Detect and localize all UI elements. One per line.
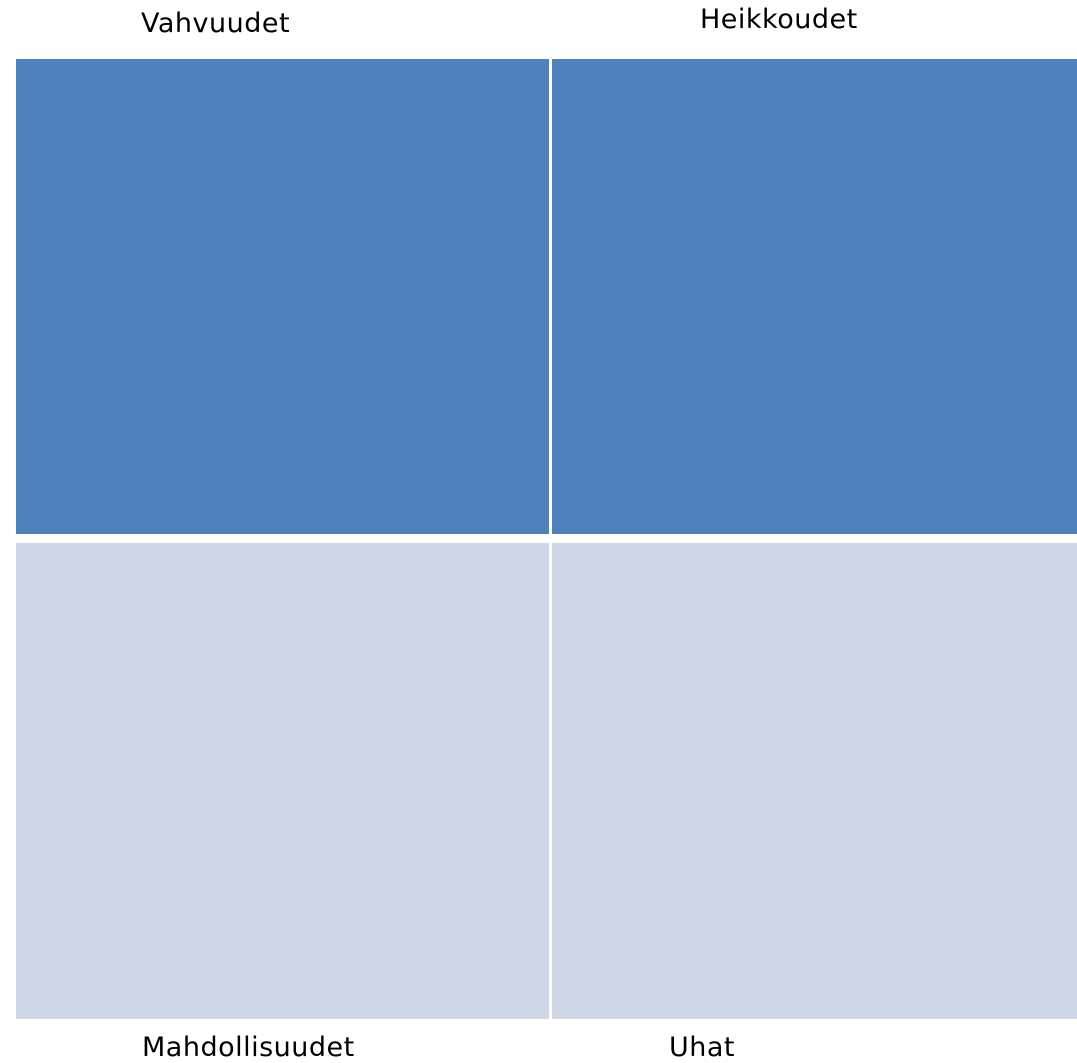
threats-quadrant	[552, 543, 1077, 1019]
weaknesses-label: Heikkoudet	[700, 4, 858, 35]
strengths-quadrant	[16, 59, 549, 534]
strengths-label: Vahvuudet	[141, 8, 291, 39]
weaknesses-quadrant	[552, 59, 1077, 534]
opportunities-quadrant	[16, 543, 549, 1019]
threats-label: Uhat	[669, 1032, 736, 1063]
opportunities-label: Mahdollisuudet	[142, 1032, 355, 1063]
